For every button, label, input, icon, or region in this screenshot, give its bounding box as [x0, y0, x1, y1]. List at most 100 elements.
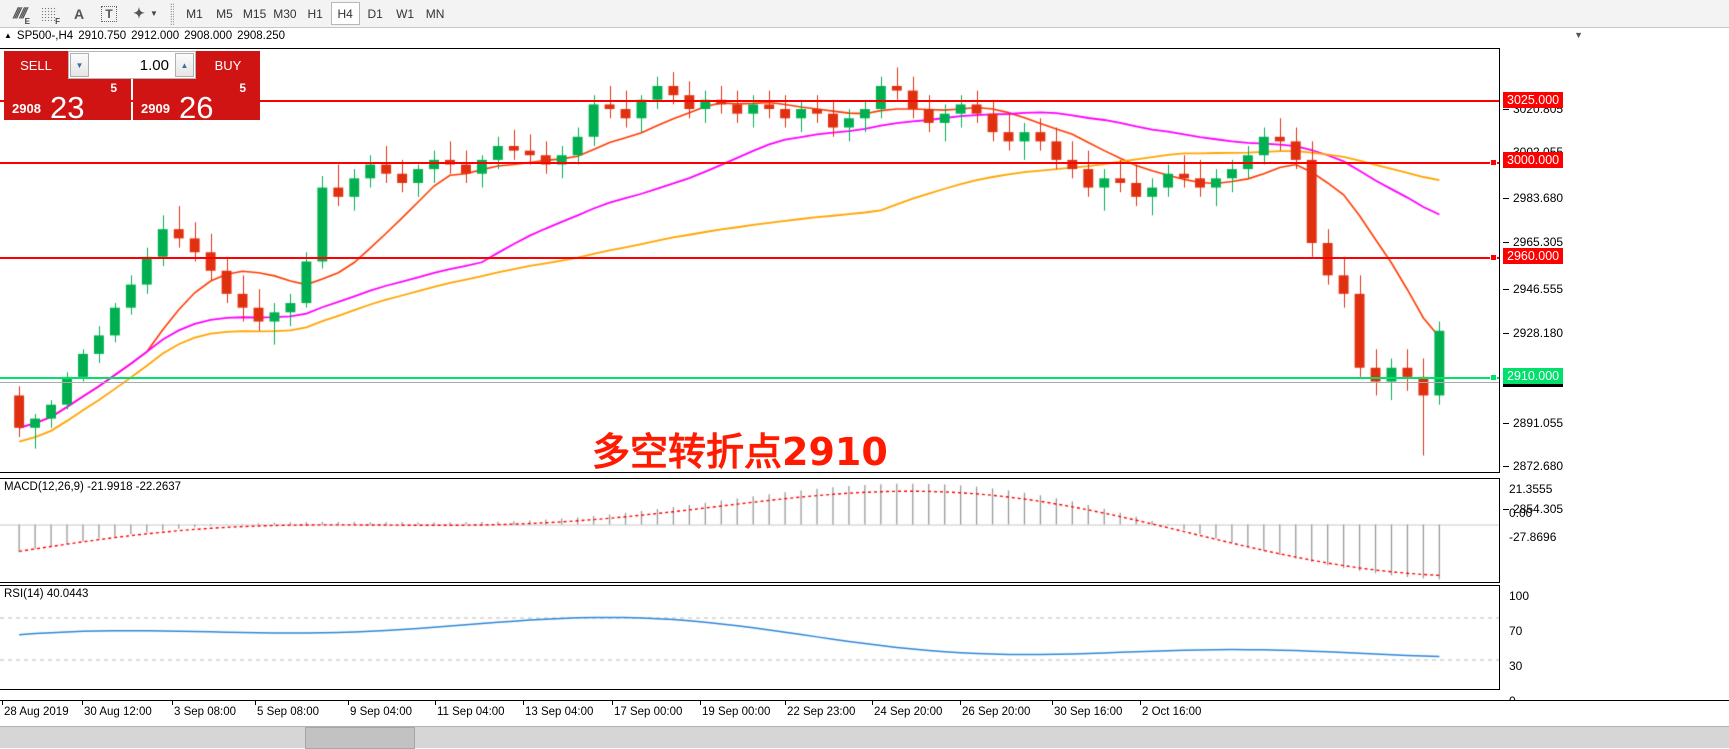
current-price-line	[0, 382, 1499, 383]
timeframe-m5[interactable]: M5	[216, 6, 233, 21]
time-tick	[255, 701, 256, 705]
time-tick	[435, 701, 436, 705]
volume-decrement-button[interactable]: ▼	[70, 53, 89, 77]
timeframe-w1[interactable]: W1	[396, 6, 415, 21]
time-axis[interactable]: 28 Aug 2019 30 Aug 12:00 3 Sep 08:00 5 Sep …	[0, 700, 1729, 726]
text-label-glyph: T	[101, 5, 117, 22]
price-level-badge[interactable]: 2910.000	[1503, 368, 1564, 384]
price-level-line[interactable]	[0, 100, 1499, 102]
taskbar	[0, 726, 1729, 749]
toolbar-drag-handle[interactable]	[169, 2, 174, 25]
chart-scroll-indicator-icon[interactable]: ▼	[1574, 30, 1583, 40]
trade-panel-quotes-row: 2908 23 5 2909 26 5	[4, 79, 260, 125]
price-tick	[1503, 423, 1509, 424]
time-tick	[785, 701, 786, 705]
indicators-grid-icon-sub: F	[55, 16, 60, 26]
rsi-label: RSI(14) 40.0443	[4, 588, 89, 600]
price-tick	[1503, 242, 1509, 243]
rsi-scale-label: 70	[1509, 624, 1523, 638]
price-level-handle[interactable]	[1490, 254, 1497, 261]
objects-dropdown-caret-icon[interactable]: ▼	[150, 9, 158, 18]
time-tick	[612, 701, 613, 705]
price-tick	[1503, 109, 1509, 110]
time-axis-label: 13 Sep 04:00	[525, 706, 594, 718]
bid-price-fraction: 5	[110, 81, 117, 95]
rsi-scale-label: 100	[1509, 589, 1530, 603]
price-level-handle[interactable]	[1490, 374, 1497, 381]
price-tick-label: 2872.680	[1513, 459, 1564, 473]
chart-annotation-text: 多空转折点2910	[592, 430, 888, 473]
timeframe-m1[interactable]: M1	[186, 6, 203, 21]
rsi-pane[interactable]: RSI(14) 40.0443	[0, 585, 1500, 690]
macd-scale-label: 21.3555	[1509, 482, 1553, 496]
timeframe-h4[interactable]: H4	[330, 2, 360, 25]
bid-price-box[interactable]: 2908 23 5	[4, 79, 131, 125]
price-level-line[interactable]	[0, 377, 1499, 379]
price-tick-label: 2983.680	[1513, 191, 1564, 205]
time-tick	[2, 701, 3, 705]
ask-price-fraction: 5	[239, 81, 246, 95]
objects-icon[interactable]: ✦	[133, 5, 145, 21]
time-axis-label: 17 Sep 00:00	[614, 706, 683, 718]
ohlc-high: 2912.000	[131, 29, 180, 42]
indicators-grid-glyph	[41, 6, 57, 21]
time-axis-label: 30 Aug 12:00	[84, 706, 152, 718]
ohlc-open: 2910.750	[78, 29, 127, 42]
volume-stepper[interactable]: ▼ 1.00 ▲	[68, 51, 196, 79]
price-level-badge[interactable]: 3025.000	[1503, 92, 1564, 108]
price-tick-label: 2928.180	[1513, 326, 1564, 340]
timeframe-d1[interactable]: D1	[367, 6, 383, 21]
price-tick-label: 2946.555	[1513, 282, 1564, 296]
collapse-triangle-icon[interactable]: ▲	[4, 31, 12, 40]
timeframe-m30[interactable]: M30	[273, 6, 297, 21]
timeframe-group: M1 M5 M15 M30 H1 H4 D1 W1 MN	[180, 2, 451, 25]
time-tick	[872, 701, 873, 705]
time-tick	[82, 701, 83, 705]
symbol-timeframe: SP500-,H4	[16, 29, 74, 42]
text-tool-icon[interactable]: A	[73, 5, 85, 22]
volume-increment-button[interactable]: ▲	[175, 53, 194, 77]
trade-panel-top-row: SELL ▼ 1.00 ▲ BUY	[4, 51, 260, 79]
price-tick-label: 2854.305	[1513, 502, 1564, 516]
time-axis-label: 5 Sep 08:00	[257, 706, 320, 718]
time-axis-label: 24 Sep 20:00	[874, 706, 943, 718]
ask-price-box[interactable]: 2909 26 5	[133, 79, 260, 123]
time-axis-label: 22 Sep 23:00	[787, 706, 856, 718]
buy-button[interactable]: BUY	[196, 51, 260, 79]
timeframe-mn[interactable]: MN	[425, 6, 445, 21]
price-level-badge[interactable]: 2960.000	[1503, 248, 1564, 264]
price-level-handle[interactable]	[1490, 159, 1497, 166]
time-tick	[700, 701, 701, 705]
macd-scale-label: -27.8696	[1509, 530, 1557, 544]
price-scale[interactable]: 3020.8053002.0552983.6802965.3052946.555…	[1501, 48, 1729, 708]
chart-area[interactable]: 多空转折点2910 MACD(12,26,9) -21.9918 -22.263…	[0, 48, 1729, 708]
price-level-line[interactable]	[0, 257, 1499, 259]
sell-button[interactable]: SELL	[4, 51, 68, 79]
one-click-trading-panel[interactable]: SELL ▼ 1.00 ▲ BUY 2908 23 5 2909 26 5	[4, 51, 260, 125]
indicators-grid-icon[interactable]: F	[34, 1, 64, 27]
ask-price-prefix: 2909	[141, 101, 170, 116]
volume-input[interactable]: 1.00	[139, 56, 169, 74]
price-level-badge[interactable]: 3000.000	[1503, 152, 1564, 168]
timeframe-h1[interactable]: H1	[307, 6, 323, 21]
time-tick	[348, 701, 349, 705]
time-axis-label: 2 Oct 16:00	[1142, 706, 1202, 718]
rsi-canvas	[0, 586, 1499, 689]
time-tick	[523, 701, 524, 705]
macd-canvas	[0, 479, 1499, 582]
time-tick	[1052, 701, 1053, 705]
bid-price-main: 23	[50, 90, 85, 125]
timeframe-m15[interactable]: M15	[242, 6, 267, 21]
ohlc-low: 2908.000	[184, 29, 233, 42]
macd-label: MACD(12,26,9) -21.9918 -22.2637	[4, 481, 182, 493]
text-label-icon[interactable]: T	[94, 1, 124, 27]
symbol-info-line: ▲ SP500-,H4 2910.750 2912.000 2908.000 2…	[0, 28, 1729, 43]
price-level-line[interactable]	[0, 162, 1499, 164]
ohlc-close: 2908.250	[237, 29, 286, 42]
time-tick	[960, 701, 961, 705]
taskbar-window-button[interactable]	[305, 727, 415, 749]
time-axis-label: 26 Sep 20:00	[962, 706, 1031, 718]
time-axis-label: 11 Sep 04:00	[437, 706, 505, 718]
macd-pane[interactable]: MACD(12,26,9) -21.9918 -22.2637	[0, 478, 1500, 583]
expert-advisor-icon[interactable]: ⦀⦀ E	[11, 5, 30, 26]
